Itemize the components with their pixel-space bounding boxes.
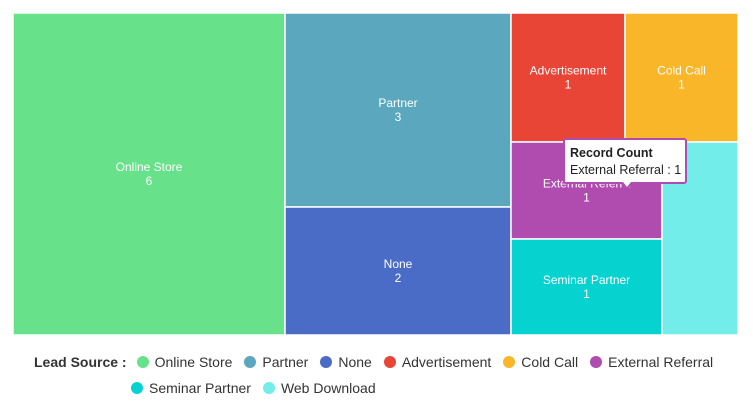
legend-dot — [383, 356, 396, 368]
legend-item-external-referral[interactable]: External Referral — [590, 354, 713, 370]
tooltip-text: External Referral : 1 — [570, 163, 682, 177]
legend-item-seminar-partner[interactable]: Seminar Partner — [131, 380, 251, 396]
legend-dot — [131, 382, 143, 394]
treemap-cell-name-none: None — [384, 257, 413, 271]
legend-item-advertisement[interactable]: Advertisement — [383, 354, 492, 370]
treemap-cell-name-seminar-partner: Seminar Partner — [543, 273, 630, 287]
legend-item-partner[interactable]: Partner — [244, 354, 308, 370]
legend-title: Lead Source : — [34, 354, 127, 370]
treemap-chart: Online Store6Partner3None2Advertisement1… — [12, 12, 739, 336]
treemap-cell-advertisement[interactable] — [510, 12, 626, 143]
legend-row: Lead Source : Online Store Partner None … — [34, 349, 734, 375]
legend-dot — [244, 356, 257, 368]
legend-item-none[interactable]: None — [320, 354, 372, 370]
legend-label: Web Download — [280, 380, 376, 396]
legend-label: Online Store — [154, 354, 233, 370]
treemap-cell-name-online-store: Online Store — [116, 160, 183, 174]
legend-label: Partner — [262, 354, 309, 370]
legend-dot — [262, 382, 275, 394]
treemap-cell-name-cold-call: Cold Call — [657, 64, 706, 78]
legend-item-web-download[interactable]: Web Download — [262, 380, 376, 396]
treemap-cell-value-advertisement: 1 — [565, 78, 572, 92]
treemap-cell-name-partner: Partner — [378, 96, 417, 110]
treemap-cell-seminar-partner[interactable] — [510, 238, 663, 336]
legend-dot — [503, 356, 516, 368]
legend-label: Seminar Partner — [149, 380, 251, 396]
legend-item-cold-call[interactable]: Cold Call — [503, 354, 578, 370]
treemap-cell-cold-call[interactable] — [624, 12, 739, 143]
treemap-cell-partner[interactable] — [284, 12, 512, 208]
legend-dot — [136, 356, 149, 368]
treemap-cell-value-partner: 3 — [395, 110, 402, 124]
chart-legend: Lead Source : Online Store Partner None … — [34, 349, 734, 401]
treemap-cell-online-store[interactable] — [12, 12, 286, 336]
chart-tooltip: Record Count External Referral : 1 — [563, 138, 687, 190]
treemap-cell-value-online-store: 6 — [146, 174, 153, 188]
legend-label: Cold Call — [521, 354, 579, 370]
legend-row: Seminar Partner Web Download — [34, 375, 734, 401]
legend-dot — [590, 356, 603, 368]
treemap-cell-value-external-referral: 1 — [583, 191, 590, 205]
treemap-cell-value-none: 2 — [395, 271, 402, 285]
legend-label: Advertisement — [401, 354, 492, 370]
legend-label: None — [338, 354, 372, 370]
treemap-cell-none[interactable] — [284, 206, 512, 336]
tooltip-title: Record Count — [570, 146, 653, 160]
legend-dot — [320, 356, 333, 368]
treemap-cell-value-seminar-partner: 1 — [583, 287, 590, 301]
legend-item-online-store[interactable]: Online Store — [136, 354, 233, 370]
treemap-cell-name-advertisement: Advertisement — [530, 64, 607, 78]
legend-label: External Referral — [608, 354, 714, 370]
treemap-cell-value-cold-call: 1 — [678, 78, 685, 92]
